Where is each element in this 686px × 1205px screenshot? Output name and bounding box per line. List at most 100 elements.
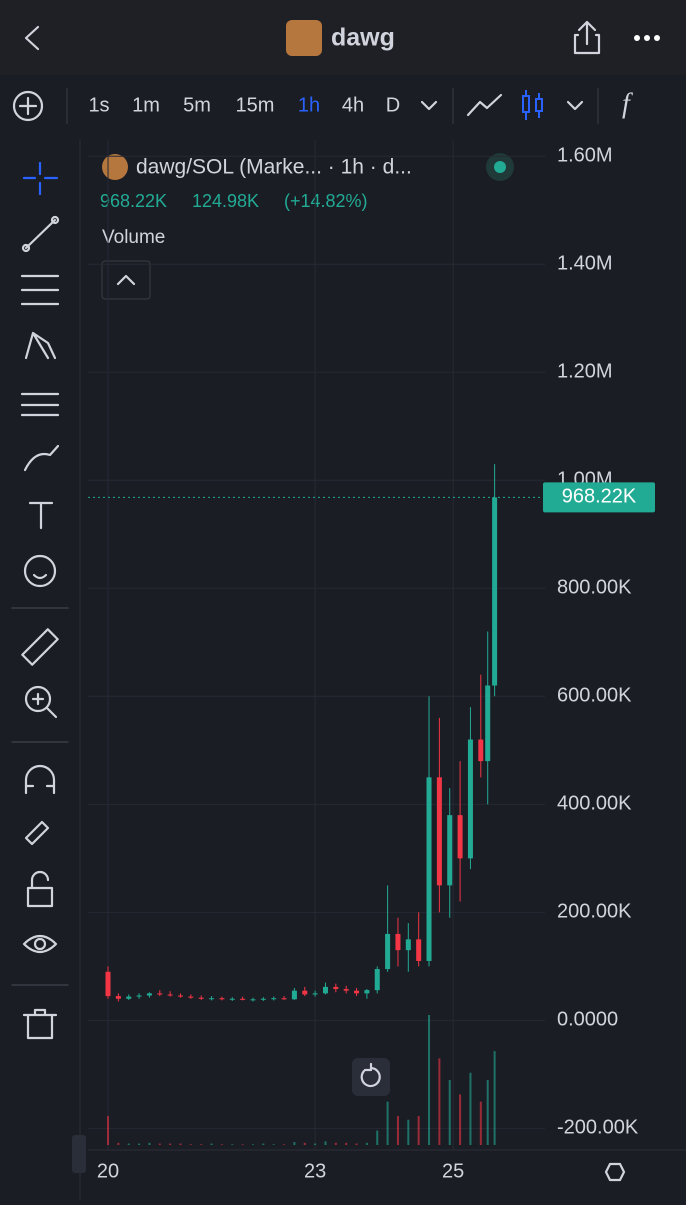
volume-bar [448,1080,451,1145]
volume-bar [407,1119,410,1145]
candle-body [354,990,360,994]
chart-legend: dawg/SOL (Marke... · 1h · d... 968.22K 1… [100,153,514,300]
candle-body [240,998,246,1000]
price-tag-label: 968.22K [562,486,637,508]
interval-button[interactable]: D [386,94,400,116]
collapse-button[interactable] [101,260,151,300]
candle-body [167,994,173,996]
volume-bar [262,1143,265,1145]
volume-bar [272,1144,275,1145]
legend-change-pct: (+14.82%) [284,191,368,211]
volume-bar [189,1144,192,1145]
candle-body [157,993,163,995]
volume-bar [127,1143,130,1145]
collapse-icon [116,274,136,286]
candle-body [188,996,194,998]
volume-bar [438,1058,441,1145]
token-avatar [286,20,322,56]
volume-bar [355,1143,358,1145]
candle-body [302,990,308,995]
x-tick-label: 23 [304,1160,326,1182]
chart-type-dropdown[interactable] [566,100,584,111]
back-button[interactable] [24,25,40,51]
legend-study: Volume [102,227,165,248]
volume-bar [469,1072,472,1145]
volume-bar [396,1116,399,1145]
interval-button[interactable]: 1h [298,94,320,116]
sidebar-toggle[interactable] [72,1135,86,1173]
candle-chart-button[interactable] [522,90,543,120]
y-tick-label: 1.60M [557,144,613,166]
settings-button[interactable] [604,1162,626,1182]
drawing-tools[interactable] [11,161,69,1040]
interval-button[interactable]: 1s [88,94,109,116]
candle-body [405,939,411,951]
volume-bar [220,1144,223,1145]
candle-body [492,497,498,686]
volume-bar [486,1080,489,1145]
y-tick-label: -200.00K [557,1117,639,1139]
volume-bar [283,1144,286,1145]
candle-body [105,971,111,997]
volume-bar [231,1144,234,1145]
candle-body [198,997,204,999]
x-tick-label: 20 [97,1160,119,1182]
interval-button[interactable]: 4h [342,94,364,116]
candle-body [478,739,484,762]
candle-body [260,998,266,1000]
more-button[interactable] [634,35,660,41]
interval-button[interactable]: 15m [236,94,275,116]
y-tick-label: 200.00K [557,901,632,923]
y-tick-label: 600.00K [557,685,632,707]
candle-body [374,969,380,991]
volume-bar [117,1142,120,1145]
volume-bar [138,1143,141,1145]
candle-body [467,739,473,859]
candle-body [312,993,318,995]
indicators-button[interactable]: f [622,88,633,119]
candle-body [436,777,442,886]
candle-body [136,995,142,997]
legend-change: 124.98K [192,191,259,211]
volume-bar [293,1142,296,1145]
volume-bar [345,1142,348,1145]
interval-dropdown[interactable] [420,100,438,111]
plot-area [88,140,545,1150]
app-title: dawg [331,24,395,52]
interval-button[interactable]: 5m [183,94,211,116]
candle-body [333,986,339,990]
y-tick-label: 1.20M [557,361,613,383]
volume-bar [428,1015,431,1145]
share-button[interactable] [573,20,601,55]
line-chart-button[interactable] [466,93,503,117]
candle-body [209,998,215,1000]
candle-body [395,933,401,951]
legend-symbol: dawg/SOL (Marke... · 1h · d... [136,156,412,179]
reset-button[interactable] [352,1058,390,1096]
volume-bar [493,1051,496,1145]
volume-bar [148,1142,151,1145]
app-bar [0,0,686,75]
volume-bar [251,1144,254,1145]
volume-bar [386,1101,389,1145]
candle-body [281,998,287,1000]
volume-bar [169,1143,172,1145]
candle-body [229,998,235,1000]
interval-button[interactable]: 1m [132,94,160,116]
y-tick-label: 0.0000 [557,1009,618,1031]
y-tick-label: 800.00K [557,577,632,599]
volume-bar [324,1141,327,1145]
volume-bar [314,1143,317,1145]
add-button[interactable] [12,90,44,122]
candle-body [126,996,132,999]
candle-body [178,995,184,997]
volume-bar [334,1142,337,1145]
candle-body [343,989,349,991]
volume-bar [158,1143,161,1145]
candle-body [416,939,422,961]
volume-bar [365,1142,368,1145]
plot [88,140,545,1150]
volume-bar [417,1116,420,1145]
volume-bar [241,1144,244,1145]
